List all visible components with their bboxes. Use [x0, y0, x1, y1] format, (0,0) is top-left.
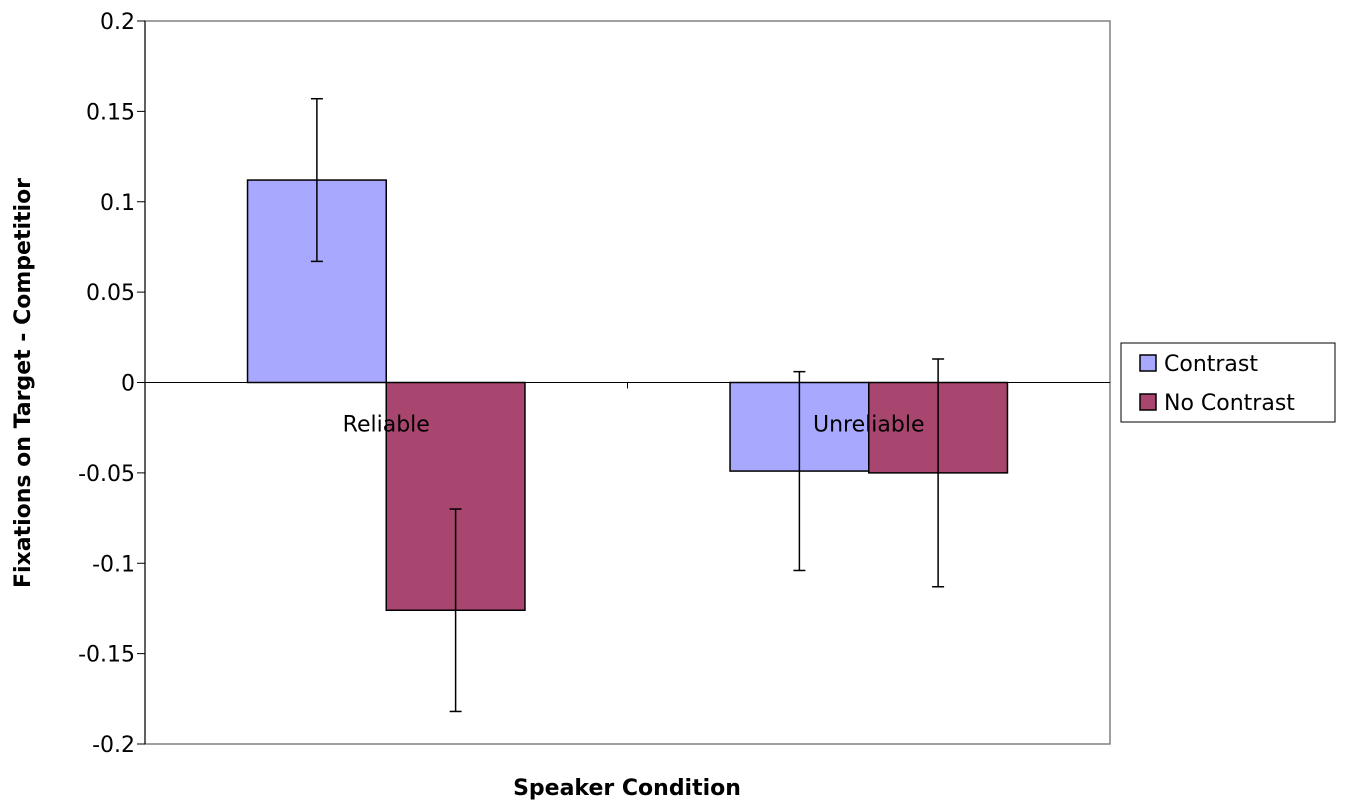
- y-tick-label: 0: [121, 372, 135, 397]
- legend-label-contrast: Contrast: [1164, 352, 1258, 377]
- y-tick-label: 0.05: [86, 281, 135, 306]
- category-label: Unreliable: [813, 413, 924, 438]
- y-tick-label: -0.2: [92, 733, 135, 758]
- legend: Contrast No Contrast: [1120, 342, 1336, 423]
- y-tick-label: 0.15: [86, 100, 135, 125]
- y-ticks: 0.2 0.15 0.1 0.05 0 -0.05 -0.1 -0.15 -0.2: [78, 10, 145, 758]
- category-labels: Reliable Unreliable: [343, 413, 925, 438]
- legend-label-no-contrast: No Contrast: [1164, 391, 1295, 416]
- y-tick-label: -0.05: [78, 462, 135, 487]
- category-label: Reliable: [343, 413, 430, 438]
- x-axis-title: Speaker Condition: [513, 776, 741, 801]
- legend-swatch-contrast: [1139, 354, 1157, 372]
- legend-swatch-no-contrast: [1139, 393, 1157, 411]
- y-tick-label: -0.15: [78, 643, 135, 668]
- y-axis-title: Fixations on Target - Competitior: [11, 178, 36, 588]
- y-tick-label: 0.1: [100, 191, 135, 216]
- error-bars: [310, 97, 945, 713]
- y-tick-label: 0.2: [100, 10, 135, 35]
- y-tick-label: -0.1: [92, 552, 135, 577]
